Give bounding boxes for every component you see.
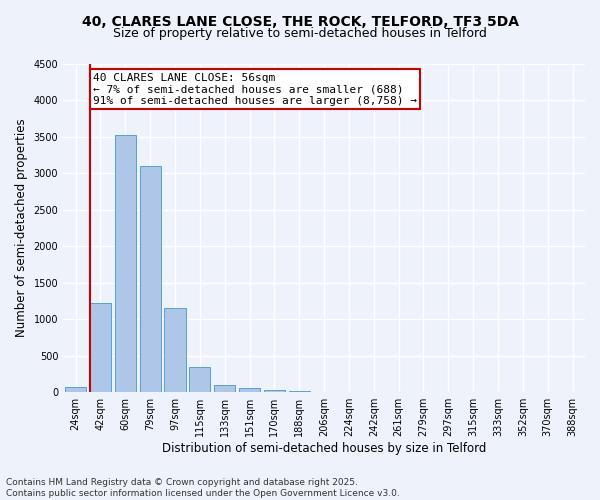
Bar xyxy=(140,166,161,392)
Bar xyxy=(214,384,235,392)
Text: 40 CLARES LANE CLOSE: 56sqm
← 7% of semi-detached houses are smaller (688)
91% o: 40 CLARES LANE CLOSE: 56sqm ← 7% of semi… xyxy=(93,73,417,106)
Bar xyxy=(115,136,136,392)
X-axis label: Distribution of semi-detached houses by size in Telford: Distribution of semi-detached houses by … xyxy=(162,442,486,455)
Bar xyxy=(90,303,111,392)
Bar xyxy=(189,368,211,392)
Bar xyxy=(164,308,185,392)
Bar xyxy=(239,388,260,392)
Bar xyxy=(264,390,285,392)
Text: Size of property relative to semi-detached houses in Telford: Size of property relative to semi-detach… xyxy=(113,28,487,40)
Y-axis label: Number of semi-detached properties: Number of semi-detached properties xyxy=(15,119,28,338)
Bar xyxy=(65,386,86,392)
Text: Contains HM Land Registry data © Crown copyright and database right 2025.
Contai: Contains HM Land Registry data © Crown c… xyxy=(6,478,400,498)
Text: 40, CLARES LANE CLOSE, THE ROCK, TELFORD, TF3 5DA: 40, CLARES LANE CLOSE, THE ROCK, TELFORD… xyxy=(82,15,518,29)
